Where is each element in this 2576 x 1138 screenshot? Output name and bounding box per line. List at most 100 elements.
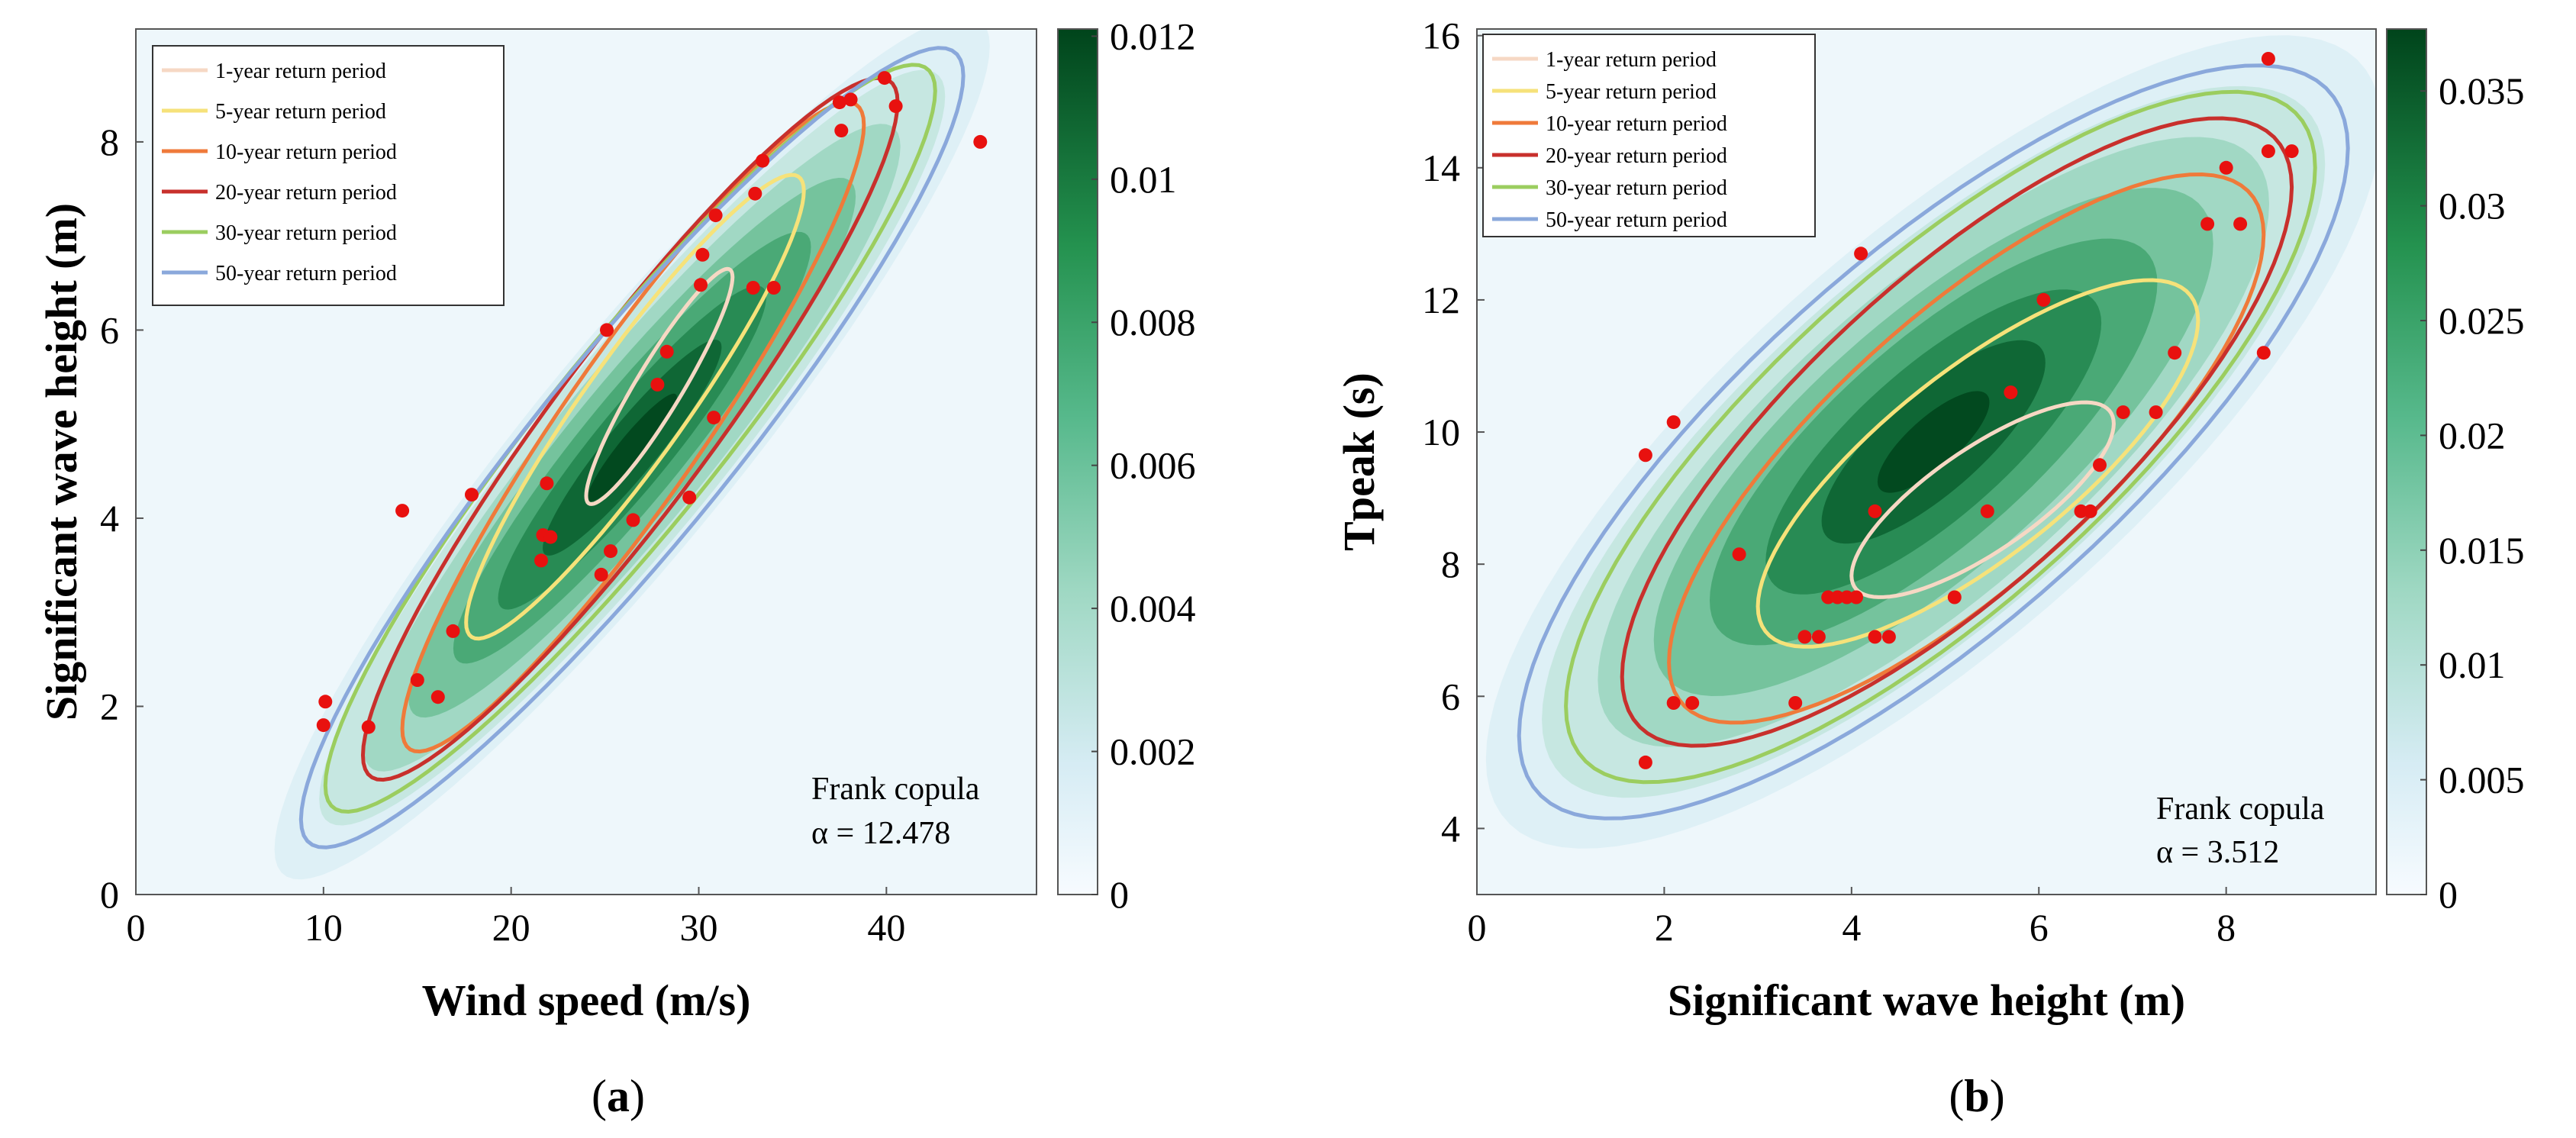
legend-label-a-3: 10-year return period [215, 140, 397, 164]
data-point-b-33 [2284, 144, 2299, 159]
data-point-b-32 [2261, 144, 2275, 159]
contour-a-1-year-line [584, 266, 735, 506]
x-tick-label-b-0: 0 [1468, 906, 1487, 949]
data-point-b-3 [1638, 755, 1652, 769]
x-ticks-b: 0 2 4 6 8 [1468, 887, 2236, 949]
data-point-b-7 [1788, 696, 1803, 710]
colorbar-a: 0 0.002 0.004 0.006 0.008 0.01 0.012 [1057, 15, 1196, 916]
data-point-a-19 [659, 344, 674, 359]
colorbar-tick-label-a-6: 0.012 [1110, 15, 1196, 57]
data-point-a-6 [446, 624, 460, 638]
data-point-a-26 [746, 281, 760, 295]
legend-label-a-6: 50-year return period [215, 262, 397, 285]
y-tick-label-a-2: 4 [100, 497, 119, 540]
data-point-a-32 [877, 71, 891, 85]
y-tick-label-b-2: 8 [1441, 543, 1460, 585]
points-b [1638, 52, 2299, 769]
legend-box-b [1482, 34, 1816, 237]
data-point-a-3 [361, 720, 376, 734]
data-point-a-14 [604, 544, 617, 559]
data-point-b-18 [1947, 590, 1962, 604]
colorbar-gradient-a [1057, 28, 1098, 895]
data-point-b-31 [2256, 346, 2271, 360]
points-a [316, 71, 988, 734]
caption-a: (a) [592, 1071, 645, 1121]
colorbar-tick-label-a-2: 0.004 [1110, 587, 1196, 630]
colorbar-tick-label-b-4: 0.02 [2439, 414, 2506, 456]
legend-label-b-5: 30-year return period [1546, 176, 1727, 200]
colorbar-tick-label-a-3: 0.006 [1110, 444, 1196, 487]
y-axis-label-a: Significant wave height (m) [37, 203, 86, 721]
x-tick-label-a-1: 10 [305, 906, 343, 949]
legend-box-a [152, 45, 505, 306]
colorbar-ticks-a: 0 0.002 0.004 0.006 0.008 0.01 0.012 [1091, 15, 1196, 916]
y-tick-label-a-3: 6 [100, 308, 119, 351]
annotation-a: Frank copula α = 12.478 [811, 772, 980, 851]
colorbar-b: 0 0.005 0.01 0.015 0.02 0.025 0.03 0.035 [2386, 28, 2525, 916]
data-point-b-27 [2168, 346, 2182, 360]
colorbar-tick-label-b-5: 0.025 [2439, 299, 2525, 342]
x-tick-label-a-0: 0 [127, 906, 146, 949]
contour-b-4-year-line [1620, 116, 2294, 748]
data-point-a-1 [316, 718, 330, 733]
data-point-a-18 [650, 377, 665, 392]
data-point-b-11 [1830, 590, 1845, 604]
y-tick-label-b-4: 12 [1422, 279, 1460, 321]
x-tick-label-a-4: 40 [867, 906, 905, 949]
x-tick-label-a-3: 30 [680, 906, 718, 949]
data-point-b-15 [1881, 630, 1896, 644]
data-point-b-29 [2219, 160, 2233, 175]
annotation-a-line1: Frank copula [811, 772, 980, 807]
legend-label-b-4: 20-year return period [1546, 144, 1727, 168]
contours-a [298, 46, 966, 849]
data-point-a-22 [695, 247, 710, 262]
data-point-b-34 [2261, 52, 2275, 66]
data-point-a-33 [973, 134, 988, 149]
density-band-a-8 [587, 393, 677, 502]
x-axis-label-b: Significant wave height (m) [1668, 975, 2185, 1025]
density-band-b-8 [1877, 391, 1990, 493]
colorbar-tick-label-b-3: 0.015 [2439, 529, 2525, 572]
x-tick-label-b-1: 2 [1655, 906, 1674, 949]
colorbar-ticks-b: 0 0.005 0.01 0.015 0.02 0.025 0.03 0.035 [2420, 69, 2525, 916]
y-tick-label-b-5: 14 [1422, 147, 1460, 189]
y-tick-label-b-6: 16 [1422, 15, 1460, 57]
data-point-a-15 [626, 513, 640, 527]
x-tick-label-a-2: 20 [492, 906, 530, 949]
data-point-a-16 [682, 490, 697, 505]
contour-b-5-year-line [1564, 89, 2317, 785]
colorbar-tick-label-b-6: 0.03 [2439, 185, 2506, 227]
data-point-b-1 [1638, 448, 1652, 463]
colorbar-tick-label-b-1: 0.005 [2439, 759, 2525, 801]
data-point-a-21 [694, 278, 708, 292]
plot-frame-a [135, 28, 1037, 895]
panel-b: 0 2 4 6 8 4 6 8 10 12 14 16 1-year return period 5-… [1334, 15, 2525, 1121]
contours-b [1517, 63, 2350, 820]
x-ticks-a: 0 10 20 30 40 [127, 887, 905, 949]
contour-a-6-year-line [298, 46, 966, 849]
x-axis-label-a: Wind speed (m/s) [422, 975, 751, 1025]
legend-label-a-4: 20-year return period [215, 181, 397, 205]
contour-b-2-year-line [1755, 278, 2200, 649]
data-point-b-20 [2004, 385, 2018, 400]
data-point-a-23 [708, 208, 723, 223]
annotation-b-line1: Frank copula [2156, 791, 2325, 827]
colorbar-tick-label-b-2: 0.01 [2439, 643, 2506, 686]
legend-label-b-1: 1-year return period [1546, 48, 1717, 72]
contour-a-3-year-line [400, 100, 866, 754]
data-point-b-4 [1666, 696, 1681, 710]
data-point-b-9 [1811, 630, 1826, 644]
data-point-b-21 [2036, 292, 2051, 307]
colorbar-tick-label-a-0: 0 [1110, 873, 1129, 916]
data-point-b-23 [2083, 504, 2097, 518]
data-point-b-2 [1666, 415, 1681, 430]
legend-label-a-1: 1-year return period [215, 60, 386, 83]
y-tick-label-b-1: 6 [1441, 675, 1460, 717]
contour-b-6-year-line [1517, 63, 2350, 820]
contour-a-2-year-line [464, 172, 806, 641]
y-axis-label-b: Tpeak (s) [1334, 372, 1384, 551]
data-point-b-17 [1854, 247, 1868, 261]
panel-a: 0 10 20 30 40 0 2 4 6 8 1-year return period 5-ye… [37, 15, 1196, 1121]
data-point-a-28 [834, 124, 849, 138]
y-ticks-a: 0 2 4 6 8 [100, 121, 143, 916]
